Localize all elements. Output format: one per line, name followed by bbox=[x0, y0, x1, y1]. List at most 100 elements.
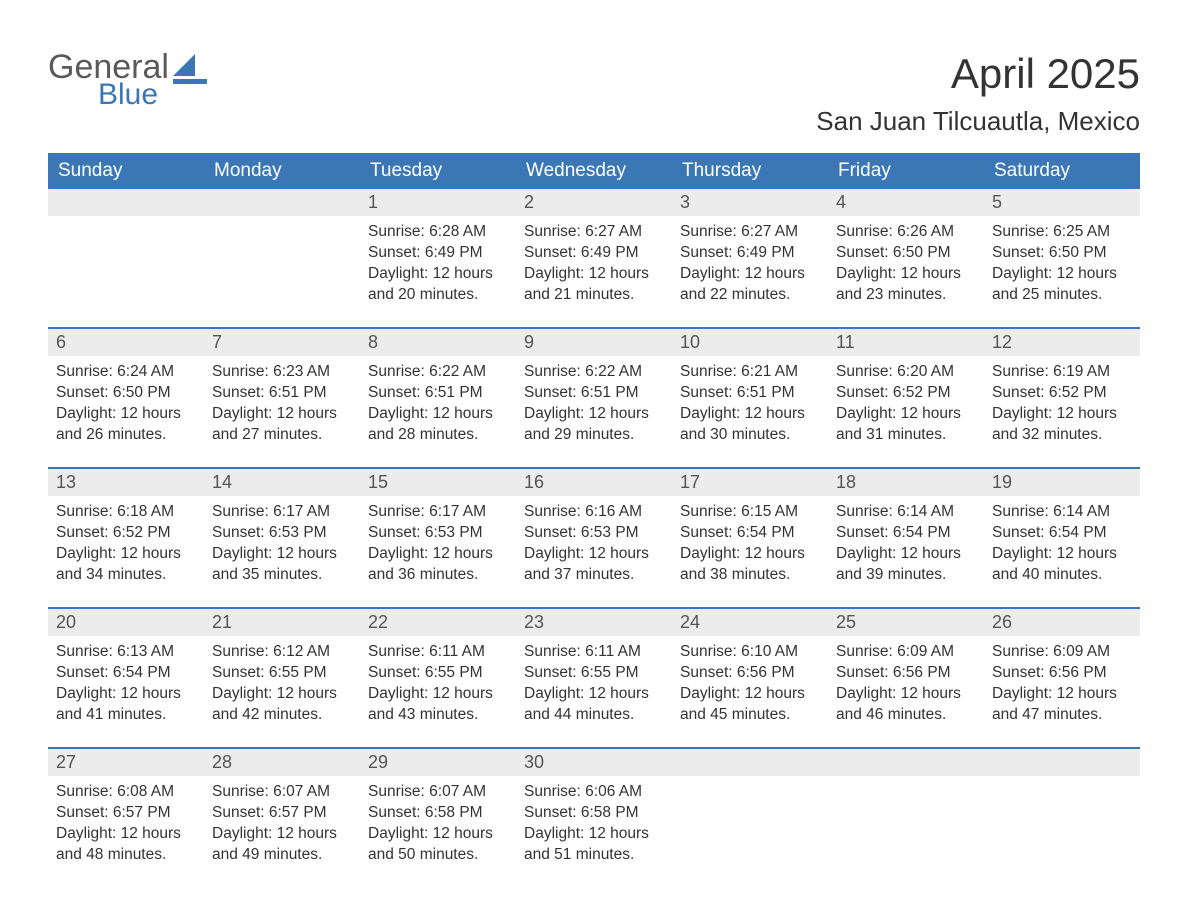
daylight-line: Daylight: 12 hours and 26 minutes. bbox=[56, 404, 196, 446]
header: General Blue April 2025 San Juan Tilcuau… bbox=[48, 50, 1140, 137]
daylight-line: Daylight: 12 hours and 32 minutes. bbox=[992, 404, 1132, 446]
weekday-header-row: SundayMondayTuesdayWednesdayThursdayFrid… bbox=[48, 153, 1140, 189]
weekday-header: Wednesday bbox=[516, 153, 672, 189]
daylight-line: Daylight: 12 hours and 22 minutes. bbox=[680, 264, 820, 306]
weekday-header: Saturday bbox=[984, 153, 1140, 189]
sunset-line: Sunset: 6:53 PM bbox=[212, 523, 352, 544]
day-number: 14 bbox=[204, 469, 360, 496]
day-data: Sunrise: 6:17 AMSunset: 6:53 PMDaylight:… bbox=[360, 496, 516, 588]
calendar-day: 13Sunrise: 6:18 AMSunset: 6:52 PMDayligh… bbox=[48, 469, 204, 589]
sunset-line: Sunset: 6:50 PM bbox=[992, 243, 1132, 264]
daylight-line: Daylight: 12 hours and 34 minutes. bbox=[56, 544, 196, 586]
calendar-day: 15Sunrise: 6:17 AMSunset: 6:53 PMDayligh… bbox=[360, 469, 516, 589]
sunset-line: Sunset: 6:57 PM bbox=[212, 803, 352, 824]
day-data: Sunrise: 6:13 AMSunset: 6:54 PMDaylight:… bbox=[48, 636, 204, 728]
sunset-line: Sunset: 6:51 PM bbox=[524, 383, 664, 404]
day-number: 15 bbox=[360, 469, 516, 496]
day-data: Sunrise: 6:20 AMSunset: 6:52 PMDaylight:… bbox=[828, 356, 984, 448]
daylight-line: Daylight: 12 hours and 21 minutes. bbox=[524, 264, 664, 306]
day-data: Sunrise: 6:18 AMSunset: 6:52 PMDaylight:… bbox=[48, 496, 204, 588]
weekday-header: Thursday bbox=[672, 153, 828, 189]
day-data: Sunrise: 6:12 AMSunset: 6:55 PMDaylight:… bbox=[204, 636, 360, 728]
day-data: Sunrise: 6:25 AMSunset: 6:50 PMDaylight:… bbox=[984, 216, 1140, 308]
sunrise-line: Sunrise: 6:09 AM bbox=[836, 642, 976, 663]
sunset-line: Sunset: 6:52 PM bbox=[56, 523, 196, 544]
sunrise-line: Sunrise: 6:16 AM bbox=[524, 502, 664, 523]
day-number: 10 bbox=[672, 329, 828, 356]
calendar-day: 21Sunrise: 6:12 AMSunset: 6:55 PMDayligh… bbox=[204, 609, 360, 729]
day-data: Sunrise: 6:19 AMSunset: 6:52 PMDaylight:… bbox=[984, 356, 1140, 448]
sunset-line: Sunset: 6:56 PM bbox=[836, 663, 976, 684]
calendar-day: 4Sunrise: 6:26 AMSunset: 6:50 PMDaylight… bbox=[828, 189, 984, 309]
day-number: 9 bbox=[516, 329, 672, 356]
sunrise-line: Sunrise: 6:23 AM bbox=[212, 362, 352, 383]
sunrise-line: Sunrise: 6:12 AM bbox=[212, 642, 352, 663]
day-number: 13 bbox=[48, 469, 204, 496]
sunrise-line: Sunrise: 6:09 AM bbox=[992, 642, 1132, 663]
sunrise-line: Sunrise: 6:14 AM bbox=[836, 502, 976, 523]
sunset-line: Sunset: 6:55 PM bbox=[524, 663, 664, 684]
daylight-line: Daylight: 12 hours and 49 minutes. bbox=[212, 824, 352, 866]
calendar-day: 28Sunrise: 6:07 AMSunset: 6:57 PMDayligh… bbox=[204, 749, 360, 869]
daylight-line: Daylight: 12 hours and 38 minutes. bbox=[680, 544, 820, 586]
sunrise-line: Sunrise: 6:26 AM bbox=[836, 222, 976, 243]
sunrise-line: Sunrise: 6:18 AM bbox=[56, 502, 196, 523]
sunrise-line: Sunrise: 6:27 AM bbox=[524, 222, 664, 243]
weekday-header: Sunday bbox=[48, 153, 204, 189]
sunset-line: Sunset: 6:56 PM bbox=[992, 663, 1132, 684]
daylight-line: Daylight: 12 hours and 31 minutes. bbox=[836, 404, 976, 446]
sunrise-line: Sunrise: 6:11 AM bbox=[524, 642, 664, 663]
sunset-line: Sunset: 6:54 PM bbox=[836, 523, 976, 544]
sunrise-line: Sunrise: 6:13 AM bbox=[56, 642, 196, 663]
day-number: 23 bbox=[516, 609, 672, 636]
daylight-line: Daylight: 12 hours and 48 minutes. bbox=[56, 824, 196, 866]
calendar-day: 14Sunrise: 6:17 AMSunset: 6:53 PMDayligh… bbox=[204, 469, 360, 589]
calendar-day: 11Sunrise: 6:20 AMSunset: 6:52 PMDayligh… bbox=[828, 329, 984, 449]
day-number: 25 bbox=[828, 609, 984, 636]
calendar-day: 1Sunrise: 6:28 AMSunset: 6:49 PMDaylight… bbox=[360, 189, 516, 309]
calendar-day: 19Sunrise: 6:14 AMSunset: 6:54 PMDayligh… bbox=[984, 469, 1140, 589]
sunset-line: Sunset: 6:54 PM bbox=[992, 523, 1132, 544]
sunset-line: Sunset: 6:52 PM bbox=[836, 383, 976, 404]
sunset-line: Sunset: 6:53 PM bbox=[368, 523, 508, 544]
day-number: 6 bbox=[48, 329, 204, 356]
day-number: 27 bbox=[48, 749, 204, 776]
calendar-day: 7Sunrise: 6:23 AMSunset: 6:51 PMDaylight… bbox=[204, 329, 360, 449]
calendar-day: 18Sunrise: 6:14 AMSunset: 6:54 PMDayligh… bbox=[828, 469, 984, 589]
daylight-line: Daylight: 12 hours and 35 minutes. bbox=[212, 544, 352, 586]
sunrise-line: Sunrise: 6:06 AM bbox=[524, 782, 664, 803]
day-data: Sunrise: 6:22 AMSunset: 6:51 PMDaylight:… bbox=[360, 356, 516, 448]
sunrise-line: Sunrise: 6:22 AM bbox=[524, 362, 664, 383]
sunrise-line: Sunrise: 6:27 AM bbox=[680, 222, 820, 243]
calendar-day: 17Sunrise: 6:15 AMSunset: 6:54 PMDayligh… bbox=[672, 469, 828, 589]
day-number: 7 bbox=[204, 329, 360, 356]
day-number: 22 bbox=[360, 609, 516, 636]
day-number: 2 bbox=[516, 189, 672, 216]
day-number bbox=[48, 189, 204, 216]
sunset-line: Sunset: 6:54 PM bbox=[680, 523, 820, 544]
calendar-day: 20Sunrise: 6:13 AMSunset: 6:54 PMDayligh… bbox=[48, 609, 204, 729]
calendar-week: 6Sunrise: 6:24 AMSunset: 6:50 PMDaylight… bbox=[48, 327, 1140, 449]
month-title: April 2025 bbox=[816, 50, 1140, 98]
daylight-line: Daylight: 12 hours and 44 minutes. bbox=[524, 684, 664, 726]
day-data: Sunrise: 6:21 AMSunset: 6:51 PMDaylight:… bbox=[672, 356, 828, 448]
daylight-line: Daylight: 12 hours and 36 minutes. bbox=[368, 544, 508, 586]
day-data: Sunrise: 6:09 AMSunset: 6:56 PMDaylight:… bbox=[828, 636, 984, 728]
day-number: 19 bbox=[984, 469, 1140, 496]
calendar-day: 29Sunrise: 6:07 AMSunset: 6:58 PMDayligh… bbox=[360, 749, 516, 869]
day-number bbox=[672, 749, 828, 776]
day-data: Sunrise: 6:26 AMSunset: 6:50 PMDaylight:… bbox=[828, 216, 984, 308]
day-number: 29 bbox=[360, 749, 516, 776]
calendar-day: 16Sunrise: 6:16 AMSunset: 6:53 PMDayligh… bbox=[516, 469, 672, 589]
daylight-line: Daylight: 12 hours and 39 minutes. bbox=[836, 544, 976, 586]
daylight-line: Daylight: 12 hours and 20 minutes. bbox=[368, 264, 508, 306]
daylight-line: Daylight: 12 hours and 23 minutes. bbox=[836, 264, 976, 306]
day-data: Sunrise: 6:15 AMSunset: 6:54 PMDaylight:… bbox=[672, 496, 828, 588]
day-number: 4 bbox=[828, 189, 984, 216]
sunset-line: Sunset: 6:56 PM bbox=[680, 663, 820, 684]
day-number: 20 bbox=[48, 609, 204, 636]
calendar-day bbox=[828, 749, 984, 869]
weekday-header: Friday bbox=[828, 153, 984, 189]
day-data: Sunrise: 6:11 AMSunset: 6:55 PMDaylight:… bbox=[360, 636, 516, 728]
calendar: SundayMondayTuesdayWednesdayThursdayFrid… bbox=[48, 153, 1140, 869]
